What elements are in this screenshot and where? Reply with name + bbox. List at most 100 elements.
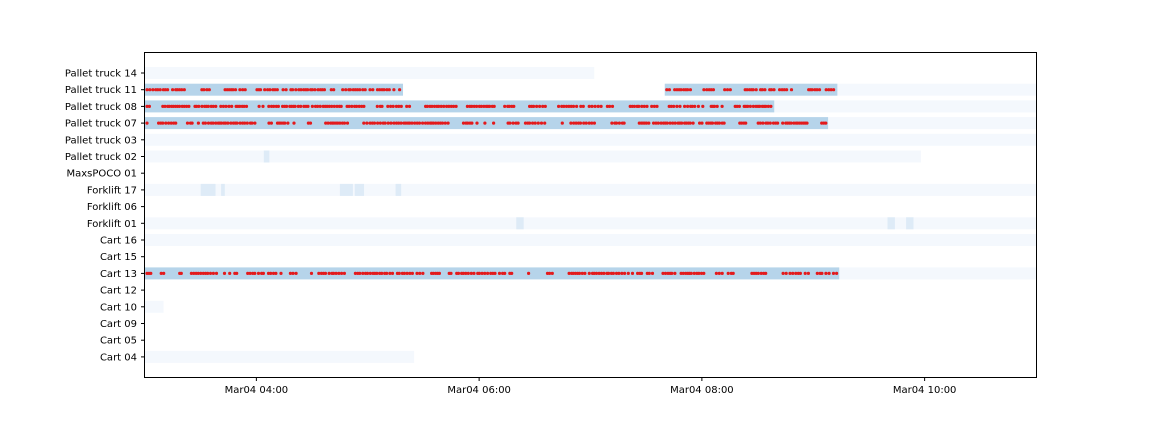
event-marker [827,271,831,275]
event-marker [686,104,690,108]
event-marker [368,271,372,275]
event-marker [148,88,152,92]
event-marker [758,104,762,108]
event-marker [388,271,392,275]
cell-forklift-01-19 [887,217,895,230]
event-marker [430,104,434,108]
event-marker [726,271,730,275]
event-marker [171,88,175,92]
event-marker [206,271,210,275]
event-marker [533,121,537,125]
event-marker [652,121,656,125]
event-marker [587,121,591,125]
event-marker [697,271,701,275]
event-marker [211,271,215,275]
event-marker [365,271,370,275]
event-marker [580,271,584,275]
event-marker [185,121,190,125]
event-marker [330,104,334,108]
cell-cart-10-10 [145,300,164,313]
event-marker [163,88,167,92]
event-marker [269,121,273,125]
x-axis: Mar04 04:00 Mar04 06:00 Mar04 08:00 Mar04 1… [225,377,956,396]
event-marker [224,121,228,125]
event-marker [665,88,669,92]
event-marker [391,104,395,108]
event-marker [560,121,564,125]
event-marker [413,121,417,125]
event-marker [306,104,310,108]
event-marker [761,121,765,125]
event-marker [238,88,242,92]
event-marker [557,104,561,108]
plot-frame [144,52,1037,378]
event-marker [200,104,204,108]
event-marker [461,271,465,275]
event-markers [145,88,839,275]
event-marker [202,88,206,92]
event-marker [243,121,247,125]
event-marker [299,104,303,108]
event-marker [332,88,336,92]
event-marker [636,271,640,275]
event-marker [294,271,298,275]
event-marker [824,271,828,275]
event-marker [778,88,782,92]
event-marker [340,271,344,275]
event-marker [361,88,365,92]
event-marker [368,88,372,92]
event-marker [548,271,552,275]
event-marker [820,271,824,275]
event-marker [182,104,186,108]
event-marker [309,271,314,275]
event-marker [214,104,218,108]
event-marker [147,104,151,108]
x-label-mar04-04-00: Mar04 04:00 [225,385,289,396]
event-marker [399,104,403,108]
event-marker [308,121,313,125]
event-marker [244,104,249,108]
event-marker [510,271,514,275]
event-marker [810,88,814,92]
event-marker [446,121,450,125]
event-marker [243,88,247,92]
y-label-pallet-truck-03: Pallet truck 03 [65,135,137,146]
x-label-mar04-06-00: Mar04 06:00 [447,385,511,396]
event-marker [203,121,207,125]
event-marker [571,104,576,108]
event-marker [405,104,409,108]
event-marker [483,271,487,275]
event-marker [279,271,283,275]
event-marker [759,271,763,275]
event-marker [272,104,276,108]
event-marker [222,271,227,275]
event-marker [281,88,285,92]
event-marker [479,104,483,108]
event-marker [162,271,166,275]
event-marker [720,104,724,108]
event-marker [661,271,665,275]
event-marker [233,88,238,92]
event-marker [149,271,153,275]
event-marker [306,88,310,92]
event-marker [228,271,232,275]
event-marker [363,88,367,92]
event-marker [574,121,578,125]
event-marker [477,271,481,275]
event-marker [503,104,507,108]
event-marker [705,88,709,92]
event-marker [360,104,364,108]
event-marker [431,121,436,125]
event-marker [145,88,149,92]
event-marker [538,104,542,108]
event-marker [196,271,200,275]
event-marker [789,121,793,125]
y-label-cart-15: Cart 15 [100,252,137,263]
event-marker [332,271,336,275]
event-marker [389,121,393,125]
event-marker [415,271,419,275]
event-marker [329,88,333,92]
event-marker [593,104,597,108]
event-marker [781,271,785,275]
